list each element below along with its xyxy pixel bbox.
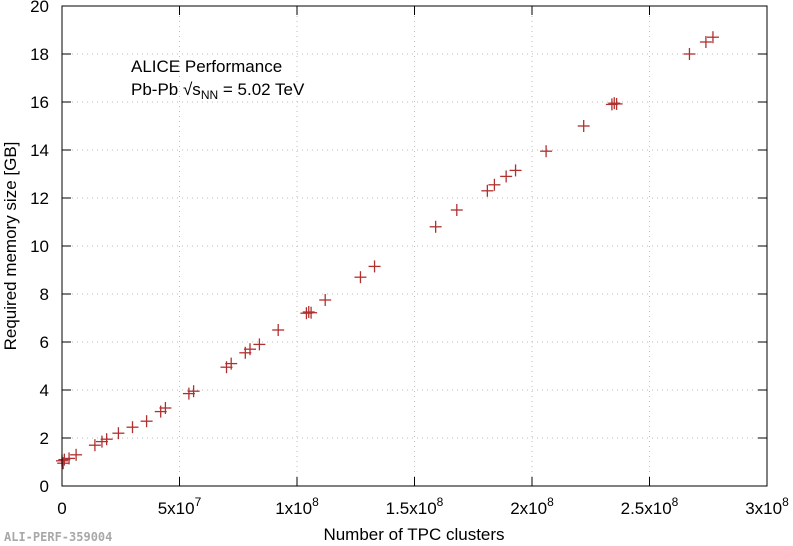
y-tick-label: 18 xyxy=(30,45,49,64)
data-point xyxy=(319,294,332,306)
axis-ticks xyxy=(61,5,768,487)
data-point xyxy=(354,271,367,284)
annotation-suffix: = 5.02 TeV xyxy=(218,80,305,99)
y-tick-label: 0 xyxy=(40,477,49,496)
y-tick-label: 4 xyxy=(40,381,49,400)
data-point xyxy=(187,385,200,398)
annotation-line-1: ALICE Performance xyxy=(131,57,282,76)
data-point xyxy=(610,97,623,110)
y-tick-label: 8 xyxy=(40,285,49,304)
data-point xyxy=(140,415,153,428)
data-point xyxy=(88,439,101,452)
data-point xyxy=(70,448,83,461)
data-point xyxy=(182,387,195,400)
x-tick-label: 5x107 xyxy=(158,495,202,518)
y-tick-label: 16 xyxy=(30,93,49,112)
data-point xyxy=(509,164,522,177)
data-point xyxy=(500,170,513,183)
data-point xyxy=(244,343,256,356)
data-point xyxy=(272,324,285,336)
data-point xyxy=(683,48,696,60)
x-tick-label: 2x108 xyxy=(510,495,554,518)
x-tick-label: 0 xyxy=(57,499,66,518)
data-point xyxy=(706,31,719,44)
data-point xyxy=(481,184,494,197)
data-point xyxy=(608,97,621,110)
data-point xyxy=(112,427,125,440)
data-point xyxy=(302,306,315,318)
annotation-subscript: NN xyxy=(201,88,218,102)
y-tick-label: 12 xyxy=(30,189,49,208)
data-point xyxy=(159,402,172,414)
x-tick-label: 1x108 xyxy=(275,495,319,518)
y-tick-label: 10 xyxy=(30,237,49,256)
data-points xyxy=(56,31,719,470)
x-axis-title: Number of TPC clusters xyxy=(323,525,504,544)
data-point xyxy=(699,36,712,48)
x-tick-label: 2.5x108 xyxy=(621,495,679,518)
x-tick-label: 3x108 xyxy=(745,495,789,518)
data-point xyxy=(577,120,590,132)
data-point xyxy=(63,452,76,465)
data-point xyxy=(368,260,381,273)
data-point xyxy=(58,453,71,466)
y-tick-label: 2 xyxy=(40,429,49,448)
data-point xyxy=(253,338,266,351)
data-point xyxy=(429,220,442,233)
tick-labels: 0 2 4 6 8 10 12 14 16 18 20 0 5x107 1x108 1.5x108 2x108… xyxy=(30,0,789,518)
data-point xyxy=(100,433,113,446)
annotation-prefix: Pb-Pb √s xyxy=(131,80,201,99)
y-tick-label: 14 xyxy=(30,141,49,160)
y-axis-title: Required memory size [GB] xyxy=(1,142,20,351)
x-tick-label: 1.5x108 xyxy=(386,495,444,518)
data-point xyxy=(95,435,108,448)
data-point xyxy=(225,357,238,370)
data-point xyxy=(488,178,501,191)
y-tick-label: 20 xyxy=(30,0,49,16)
data-point xyxy=(450,204,463,216)
y-tick-label: 6 xyxy=(40,333,49,352)
data-point xyxy=(305,306,318,319)
grid xyxy=(62,6,767,486)
data-point xyxy=(540,145,553,158)
watermark: ALI-PERF-359004 xyxy=(4,530,112,544)
data-point xyxy=(126,421,139,434)
annotation-line-2: Pb-Pb √sNN = 5.02 TeV xyxy=(131,80,305,102)
